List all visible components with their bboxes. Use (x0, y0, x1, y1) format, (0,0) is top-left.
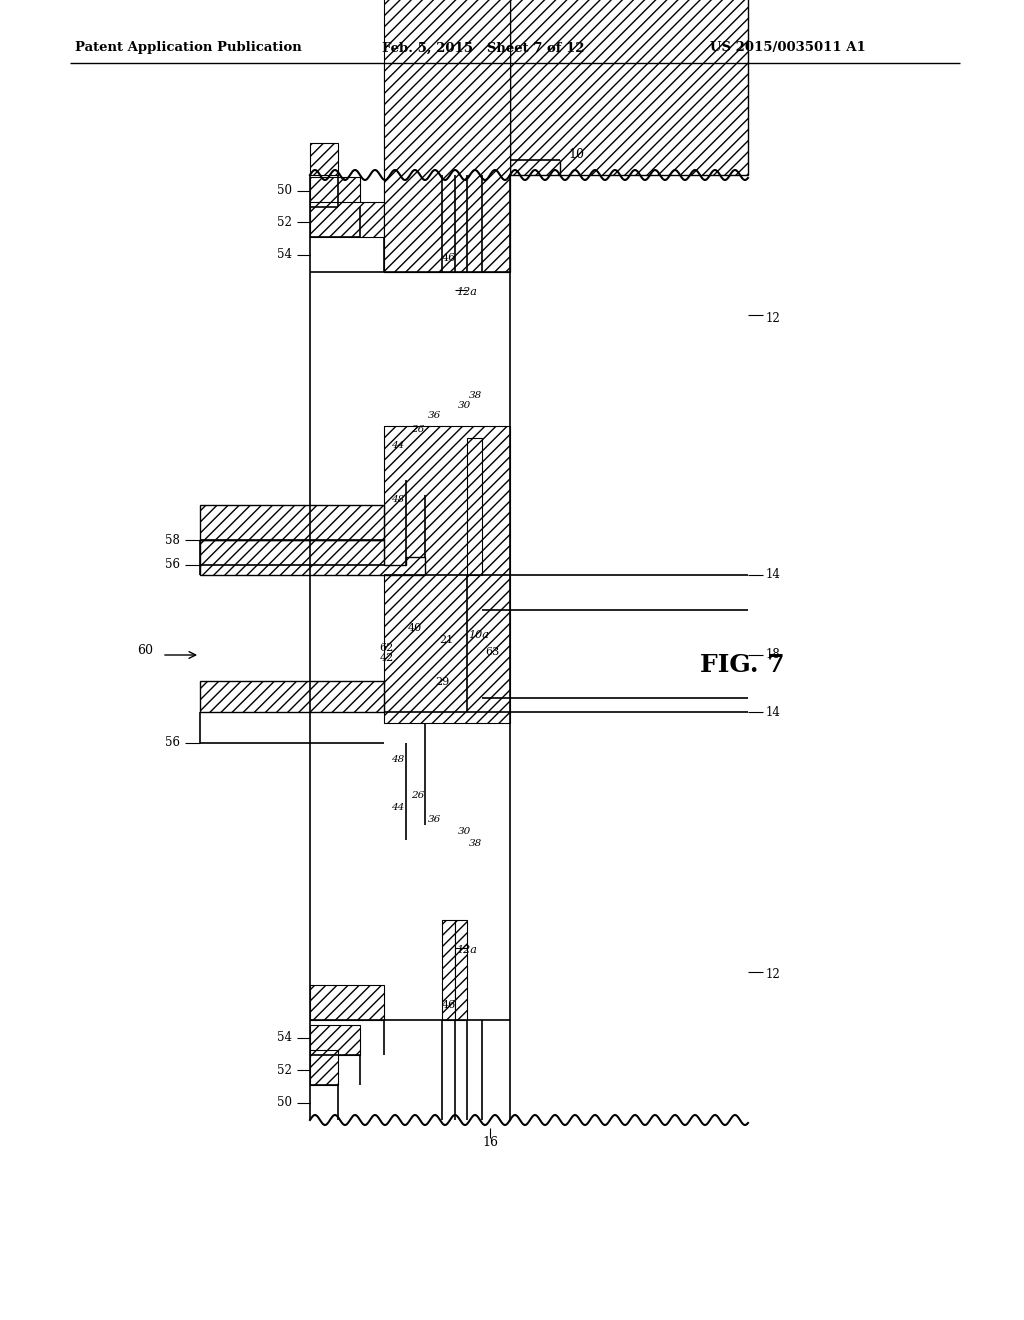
Text: 12: 12 (766, 969, 780, 982)
Text: 46: 46 (441, 253, 456, 263)
Bar (200, 506, 384, 540)
Text: 48: 48 (391, 755, 404, 764)
Text: 38: 38 (469, 391, 482, 400)
Bar (310, 143, 338, 176)
Text: 50: 50 (278, 1096, 292, 1109)
Text: 54: 54 (278, 248, 292, 261)
Bar (384, 0, 510, 272)
Text: 40: 40 (408, 623, 422, 634)
Text: 48: 48 (391, 495, 404, 504)
Text: 30: 30 (458, 400, 471, 409)
Bar (510, 0, 748, 176)
Text: 36: 36 (428, 411, 441, 420)
Bar (384, 63, 510, 272)
Text: 63: 63 (485, 647, 500, 657)
Text: 10a: 10a (468, 630, 488, 640)
Bar (384, 426, 510, 723)
Text: 12a: 12a (456, 945, 477, 954)
Text: 10: 10 (568, 149, 584, 161)
Text: 56: 56 (165, 558, 180, 572)
Text: 56: 56 (165, 737, 180, 750)
Bar (467, 438, 482, 576)
Bar (310, 1049, 338, 1085)
Text: 62: 62 (380, 643, 394, 653)
Text: Feb. 5, 2015   Sheet 7 of 12: Feb. 5, 2015 Sheet 7 of 12 (382, 41, 585, 54)
Bar (455, 920, 467, 1020)
Text: 36: 36 (428, 816, 441, 825)
Text: 52: 52 (278, 215, 292, 228)
Text: 60: 60 (137, 644, 153, 656)
Text: 14: 14 (766, 705, 781, 718)
Text: 44: 44 (391, 441, 404, 450)
Text: 26: 26 (411, 425, 424, 434)
Text: US 2015/0035011 A1: US 2015/0035011 A1 (710, 41, 865, 54)
Text: 21: 21 (439, 635, 454, 645)
Text: 54: 54 (278, 1031, 292, 1044)
Polygon shape (200, 540, 425, 576)
Text: 26: 26 (411, 791, 424, 800)
Text: 29: 29 (435, 677, 450, 686)
Text: 16: 16 (482, 1135, 498, 1148)
Bar (310, 1026, 360, 1055)
Bar (310, 202, 384, 238)
Text: 42: 42 (380, 653, 394, 663)
Bar (310, 177, 360, 207)
Text: 50: 50 (278, 185, 292, 198)
Text: 30: 30 (458, 828, 471, 837)
Bar (310, 985, 384, 1020)
Text: 38: 38 (469, 838, 482, 847)
Text: 46: 46 (441, 1001, 456, 1010)
Text: FIG. 7: FIG. 7 (700, 653, 784, 677)
Text: 44: 44 (391, 804, 404, 813)
Text: 58: 58 (165, 533, 180, 546)
Text: 52: 52 (278, 1064, 292, 1077)
Bar (442, 78, 455, 176)
Bar (200, 681, 384, 711)
Text: 12a: 12a (456, 286, 477, 297)
Text: 14: 14 (766, 569, 781, 582)
Bar (442, 920, 455, 1020)
Text: Patent Application Publication: Patent Application Publication (75, 41, 302, 54)
Text: 12: 12 (766, 312, 780, 325)
Bar (455, 78, 467, 176)
Text: 18: 18 (766, 648, 780, 661)
